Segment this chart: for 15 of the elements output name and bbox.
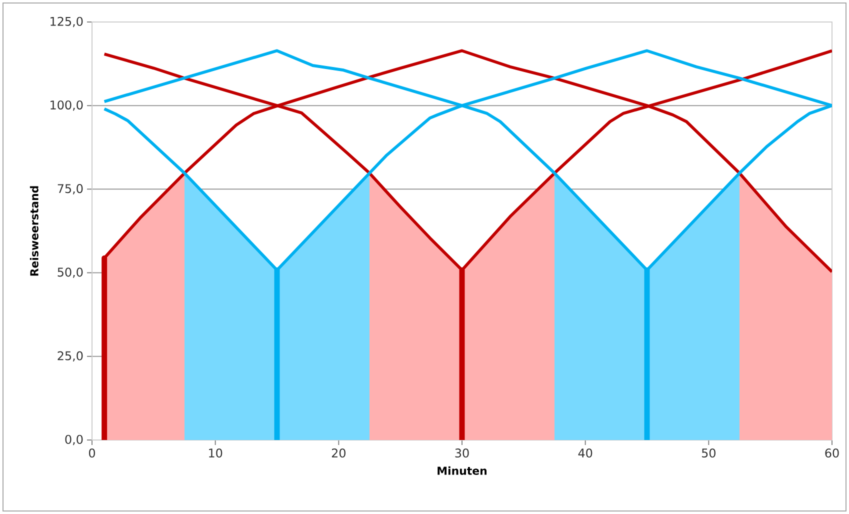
x-tick-label: 0 bbox=[88, 448, 96, 458]
x-axis-title: Minuten bbox=[438, 466, 487, 475]
x-tick-label: 10 bbox=[209, 448, 222, 458]
y-axis-title: Reisweerstand bbox=[30, 186, 38, 276]
x-tick-label: 20 bbox=[332, 448, 346, 458]
y-tick-label: 125,0 bbox=[50, 16, 83, 28]
y-tick-label: 25,0 bbox=[58, 351, 83, 362]
x-tick-label: 60 bbox=[825, 448, 839, 458]
y-tick-label: 50,0 bbox=[58, 268, 83, 278]
x-tick-label: 50 bbox=[702, 448, 716, 458]
y-tick-label: 100,0 bbox=[50, 100, 83, 111]
x-tick-label: 40 bbox=[578, 448, 592, 458]
y-tick-label: 0,0 bbox=[65, 434, 83, 446]
y-tick-label: 75,0 bbox=[58, 184, 83, 194]
x-tick-label: 30 bbox=[455, 448, 469, 458]
